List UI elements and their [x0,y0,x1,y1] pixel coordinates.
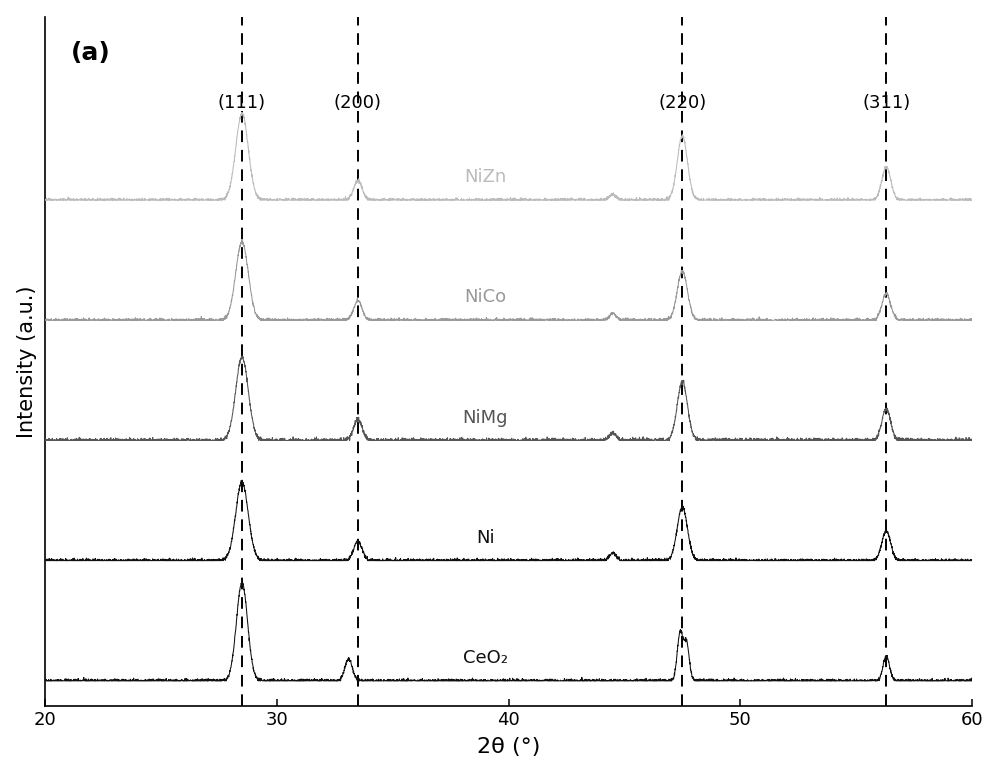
Text: (311): (311) [862,94,910,111]
Text: NiZn: NiZn [464,168,506,187]
Y-axis label: Intensity (a.u.): Intensity (a.u.) [17,285,37,437]
Text: (200): (200) [334,94,382,111]
Text: NiCo: NiCo [464,289,506,307]
Text: (a): (a) [71,41,111,65]
Text: (220): (220) [658,94,706,111]
Text: NiMg: NiMg [463,409,508,426]
Text: (111): (111) [218,94,266,111]
X-axis label: 2θ (°): 2θ (°) [477,738,540,757]
Text: CeO₂: CeO₂ [463,649,508,667]
Text: Ni: Ni [476,529,495,546]
